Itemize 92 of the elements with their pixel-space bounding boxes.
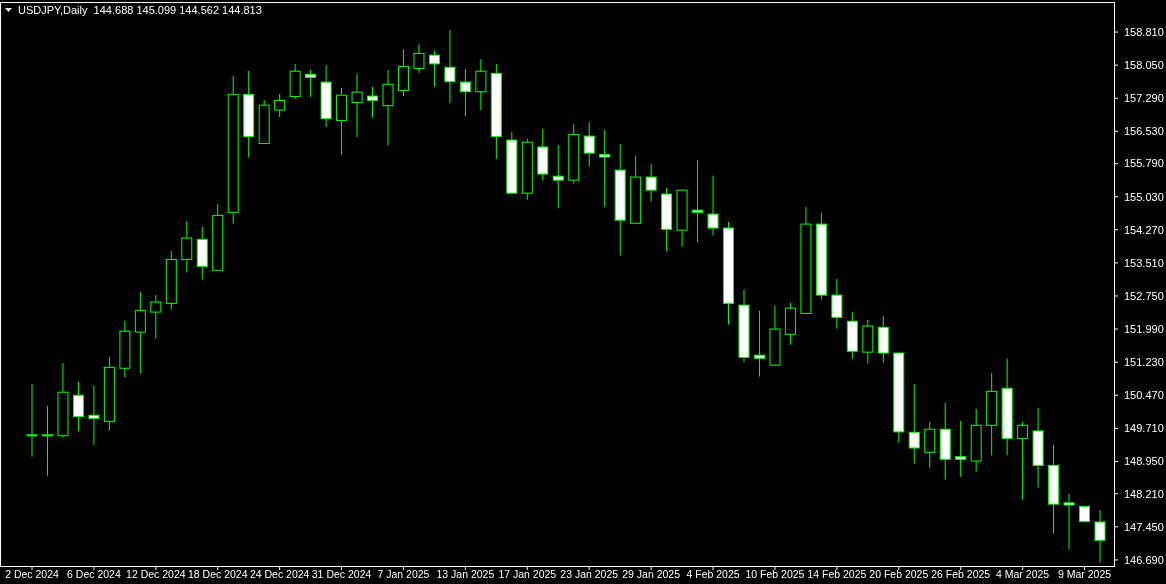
- candlestick: [181, 220, 193, 273]
- y-tick-label: 156.530: [1124, 125, 1164, 138]
- y-tick-label: 151.230: [1124, 356, 1164, 369]
- y-tick-label: 152.750: [1124, 289, 1164, 302]
- y-tick-label: 158.050: [1124, 59, 1164, 71]
- candlestick: [212, 203, 224, 271]
- y-tick-label: 146.690: [1124, 553, 1164, 566]
- chart-title: USDJPY,Daily 144.688 145.099 144.562 144.813: [18, 4, 262, 16]
- candlestick: [475, 58, 487, 111]
- y-tick-label: 148.210: [1124, 487, 1164, 500]
- candlestick: [568, 123, 580, 185]
- candlestick: [707, 175, 719, 236]
- candlestick: [1094, 509, 1106, 564]
- x-tick-label: 20 Feb 2025: [869, 568, 929, 580]
- candlestick: [583, 121, 595, 168]
- x-tick-label: 24 Dec 2024: [249, 568, 310, 580]
- candlestick: [490, 63, 502, 160]
- candlestick: [1063, 493, 1075, 550]
- candlestick: [986, 372, 998, 456]
- x-tick-label: 26 Feb 2025: [931, 568, 991, 580]
- candlestick: [676, 189, 688, 248]
- y-tick-label: 157.290: [1124, 92, 1164, 105]
- candlestick: [336, 87, 348, 156]
- candlestick: [893, 352, 905, 444]
- candlestick: [243, 70, 255, 158]
- candlestick: [305, 69, 317, 98]
- candlestick: [444, 29, 456, 104]
- candlestick: [645, 163, 657, 202]
- y-tick-label: 153.510: [1124, 256, 1164, 269]
- candlestick: [908, 383, 920, 465]
- x-tick-label: 7 Jan 2025: [377, 568, 430, 580]
- candlestick: [1017, 421, 1029, 501]
- y-tick-label: 150.470: [1124, 389, 1164, 402]
- candlestick: [630, 155, 642, 224]
- y-tick-label: 155.030: [1124, 190, 1164, 203]
- candlestick: [753, 310, 765, 378]
- candlestick: [970, 408, 982, 472]
- x-tick-label: 31 Dec 2024: [311, 568, 372, 580]
- candlestick: [258, 99, 270, 145]
- candlestick: [134, 291, 146, 374]
- candlestick: [26, 383, 38, 458]
- x-tick-label: 4 Mar 2025: [996, 568, 1050, 580]
- candlestick: [831, 278, 843, 330]
- y-tick-label: 151.990: [1124, 322, 1164, 335]
- candlestick: [1032, 407, 1044, 489]
- candlestick: [227, 75, 239, 225]
- candlestick: [459, 68, 471, 117]
- x-tick-label: 14 Feb 2025: [807, 568, 867, 580]
- candlestick: [196, 226, 208, 280]
- candlestick: [784, 302, 796, 346]
- candlestick: [72, 381, 84, 432]
- y-tick-label: 149.710: [1124, 422, 1164, 435]
- candlestick: [88, 385, 100, 446]
- candlestick: [769, 305, 781, 366]
- candlestick: [289, 63, 301, 100]
- candlestick: [692, 159, 704, 243]
- x-tick-label: 18 Dec 2024: [187, 568, 248, 580]
- x-tick-label: 10 Feb 2025: [745, 568, 805, 580]
- candlestick: [614, 143, 626, 256]
- candlestick: [119, 320, 131, 378]
- x-tick-label: 4 Feb 2025: [686, 568, 740, 580]
- candlestick: [41, 405, 53, 477]
- candlestick: [738, 289, 750, 364]
- candlestick: [800, 206, 812, 314]
- candlestick: [320, 64, 332, 128]
- candlestick: [552, 144, 564, 209]
- y-tick-label: 155.790: [1124, 157, 1164, 170]
- candlestick: [877, 315, 889, 364]
- y-tick-label: 154.270: [1124, 223, 1164, 236]
- candlestick: [939, 402, 951, 481]
- candlestick: [599, 129, 611, 208]
- x-tick-label: 2 Dec 2024: [5, 568, 60, 580]
- candlestick: [1001, 358, 1013, 456]
- candlestick: [1048, 444, 1060, 535]
- candlestick: [955, 420, 967, 478]
- y-tick-label: 147.450: [1124, 520, 1164, 533]
- candlestick: [57, 362, 69, 439]
- x-tick-label: 6 Dec 2024: [67, 568, 121, 580]
- candlestick: [382, 69, 394, 147]
- y-tick-label: 148.950: [1124, 455, 1164, 468]
- x-tick-label: 29 Jan 2025: [622, 568, 681, 580]
- x-tick-label: 12 Dec 2024: [126, 568, 186, 580]
- x-tick-label: 23 Jan 2025: [560, 568, 619, 580]
- candlestick: [413, 43, 425, 74]
- candlestick: [846, 311, 858, 360]
- x-tick-label: 9 Mar 2025: [1057, 568, 1112, 580]
- x-tick-label: 17 Jan 2025: [498, 568, 557, 580]
- candlestick: [924, 421, 936, 469]
- x-tick-label: 13 Jan 2025: [436, 568, 495, 580]
- candlestick: [103, 356, 115, 432]
- candlestick: [351, 73, 363, 138]
- y-tick-label: 158.810: [1124, 25, 1164, 38]
